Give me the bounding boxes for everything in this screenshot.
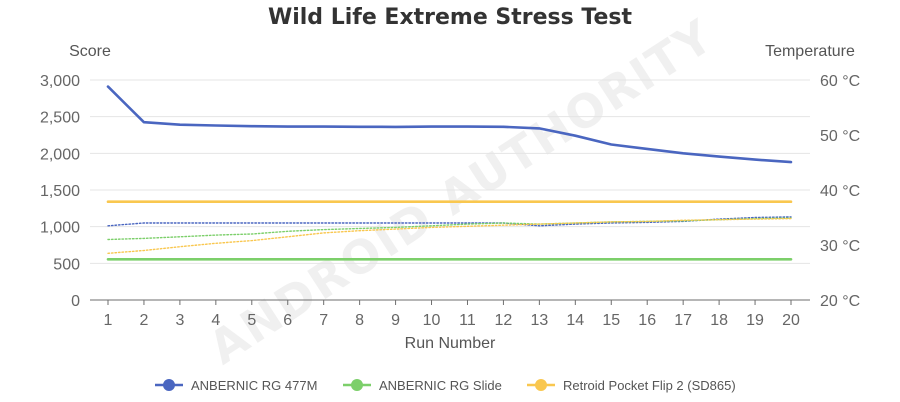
x-tick-label: 7 <box>319 312 328 329</box>
y2-axis-title: Temperature <box>765 43 855 60</box>
y-axis-ticks: 0 500 1,000 1,500 2,000 2,500 3,000 <box>40 73 80 310</box>
series-line-anbernic-rg-477m <box>106 85 793 164</box>
y2-tick-label: 20 °C <box>820 293 860 310</box>
y-tick-label: 3,000 <box>40 73 80 90</box>
x-axis-title: Run Number <box>405 335 496 352</box>
y2-tick-label: 60 °C <box>820 73 860 90</box>
x-axis: 1 2 3 4 5 6 7 8 9 10 11 12 13 14 15 16 17 18 19 20 <box>90 299 810 329</box>
series-line-anbernic-rg-477m-temperature <box>107 216 792 227</box>
y2-tick-label: 30 °C <box>820 238 860 255</box>
x-tick-label: 2 <box>139 312 148 329</box>
series-line-anbernic-rg-slide-temperature <box>107 217 792 241</box>
legend-swatch-marker <box>351 379 363 391</box>
y2-tick-label: 50 °C <box>820 128 860 145</box>
y-tick-label: 2,500 <box>40 110 80 127</box>
y-tick-label: 500 <box>53 256 80 273</box>
x-tick-label: 9 <box>391 312 400 329</box>
y-tick-label: 1,000 <box>40 220 80 237</box>
series-line-retroid-pocket-flip-2-sd865-temperature <box>107 217 792 255</box>
x-tick-label: 15 <box>602 312 620 329</box>
x-tick-label: 3 <box>175 312 184 329</box>
x-tick-label: 17 <box>674 312 692 329</box>
x-tick-label: 8 <box>355 312 364 329</box>
x-tick-label: 1 <box>104 312 113 329</box>
legend-swatch-marker <box>535 379 547 391</box>
x-tick-label: 18 <box>710 312 728 329</box>
x-tick-label: 10 <box>423 312 441 329</box>
legend: ANBERNIC RG 477M ANBERNIC RG Slide Retroid… <box>155 378 736 393</box>
y-tick-label: 0 <box>71 293 80 310</box>
legend-label: ANBERNIC RG Slide <box>379 378 502 393</box>
chart-title: Wild Life Extreme Stress Test <box>268 5 633 30</box>
y-tick-label: 1,500 <box>40 183 80 200</box>
y-tick-label: 2,000 <box>40 146 80 163</box>
x-tick-label: 12 <box>495 312 513 329</box>
y-axis-title: Score <box>69 43 111 60</box>
y2-axis-ticks: 20 °C 30 °C 40 °C 50 °C 60 °C <box>820 73 860 310</box>
x-tick-label: 13 <box>530 312 548 329</box>
y2-tick-label: 40 °C <box>820 183 860 200</box>
legend-label: Retroid Pocket Flip 2 (SD865) <box>563 378 736 393</box>
x-tick-label: 5 <box>247 312 256 329</box>
x-tick-label: 11 <box>459 312 476 329</box>
legend-swatch-marker <box>163 379 175 391</box>
series-lines <box>106 85 793 261</box>
x-tick-label: 14 <box>566 312 584 329</box>
x-tick-label: 4 <box>211 312 220 329</box>
x-tick-label: 20 <box>782 312 800 329</box>
x-tick-label: 16 <box>638 312 656 329</box>
legend-label: ANBERNIC RG 477M <box>191 378 317 393</box>
x-tick-label: 19 <box>746 312 764 329</box>
x-tick-label: 6 <box>283 312 292 329</box>
